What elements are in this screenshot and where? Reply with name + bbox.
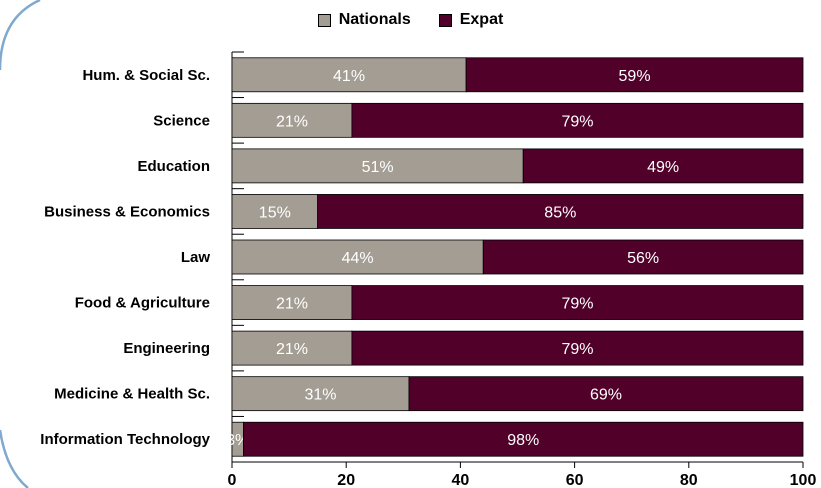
legend-item-expat: Expat bbox=[438, 11, 504, 29]
bar-expat bbox=[351, 285, 804, 320]
bar-expat bbox=[351, 330, 804, 366]
x-tick-label: 100 bbox=[790, 472, 817, 488]
legend-swatch-expat bbox=[438, 13, 452, 27]
bar-nationals bbox=[231, 102, 353, 138]
bar-expat bbox=[408, 376, 804, 412]
data-label: 98% bbox=[507, 432, 539, 449]
category-label: Education bbox=[137, 158, 210, 175]
bar-expat bbox=[465, 57, 804, 93]
data-label: 85% bbox=[544, 204, 576, 221]
data-label: 41% bbox=[333, 68, 365, 85]
bar-expat bbox=[243, 421, 804, 457]
category-label: Business & Economics bbox=[44, 203, 210, 220]
category-label: Science bbox=[153, 112, 210, 129]
bar-expat bbox=[317, 194, 804, 229]
bar-nationals bbox=[231, 285, 353, 320]
x-tick-label: 40 bbox=[452, 472, 470, 488]
bar-nationals bbox=[231, 57, 467, 93]
x-tick-label: 20 bbox=[337, 472, 355, 488]
bar-nationals bbox=[231, 239, 484, 275]
data-label: 56% bbox=[627, 250, 659, 267]
legend-label-expat: Expat bbox=[459, 11, 504, 28]
bar-nationals bbox=[231, 330, 353, 366]
bar-expat bbox=[522, 148, 804, 184]
bar-nationals bbox=[231, 148, 524, 184]
x-tick-label: 0 bbox=[228, 472, 237, 488]
data-label: 21% bbox=[276, 113, 308, 130]
data-label: 31% bbox=[304, 387, 336, 404]
data-label: 21% bbox=[276, 341, 308, 358]
x-tick-label: 80 bbox=[680, 472, 698, 488]
data-label: 44% bbox=[342, 250, 374, 267]
legend-item-nationals: Nationals bbox=[317, 11, 411, 29]
bar-expat bbox=[482, 239, 804, 275]
category-label: Medicine & Health Sc. bbox=[54, 386, 210, 403]
data-label: 51% bbox=[362, 159, 394, 176]
category-label: Food & Agriculture bbox=[75, 295, 210, 312]
category-label: Information Technology bbox=[40, 431, 210, 448]
data-label: 79% bbox=[561, 341, 593, 358]
data-label: 21% bbox=[276, 296, 308, 313]
category-label: Engineering bbox=[123, 340, 210, 357]
bar-nationals bbox=[231, 194, 319, 229]
data-label: 69% bbox=[590, 387, 622, 404]
data-label: 59% bbox=[619, 68, 651, 85]
legend-swatch-nationals bbox=[317, 13, 331, 27]
data-label: 15% bbox=[259, 204, 291, 221]
data-label: 79% bbox=[561, 296, 593, 313]
legend-label-nationals: Nationals bbox=[338, 11, 411, 28]
x-tick-label: 60 bbox=[566, 472, 584, 488]
data-label: 79% bbox=[561, 113, 593, 130]
legend: Nationals Expat bbox=[0, 8, 821, 32]
category-label: Law bbox=[181, 249, 211, 266]
bar-expat bbox=[351, 102, 804, 138]
data-label: 49% bbox=[647, 159, 679, 176]
category-label: Hum. & Social Sc. bbox=[82, 67, 210, 84]
